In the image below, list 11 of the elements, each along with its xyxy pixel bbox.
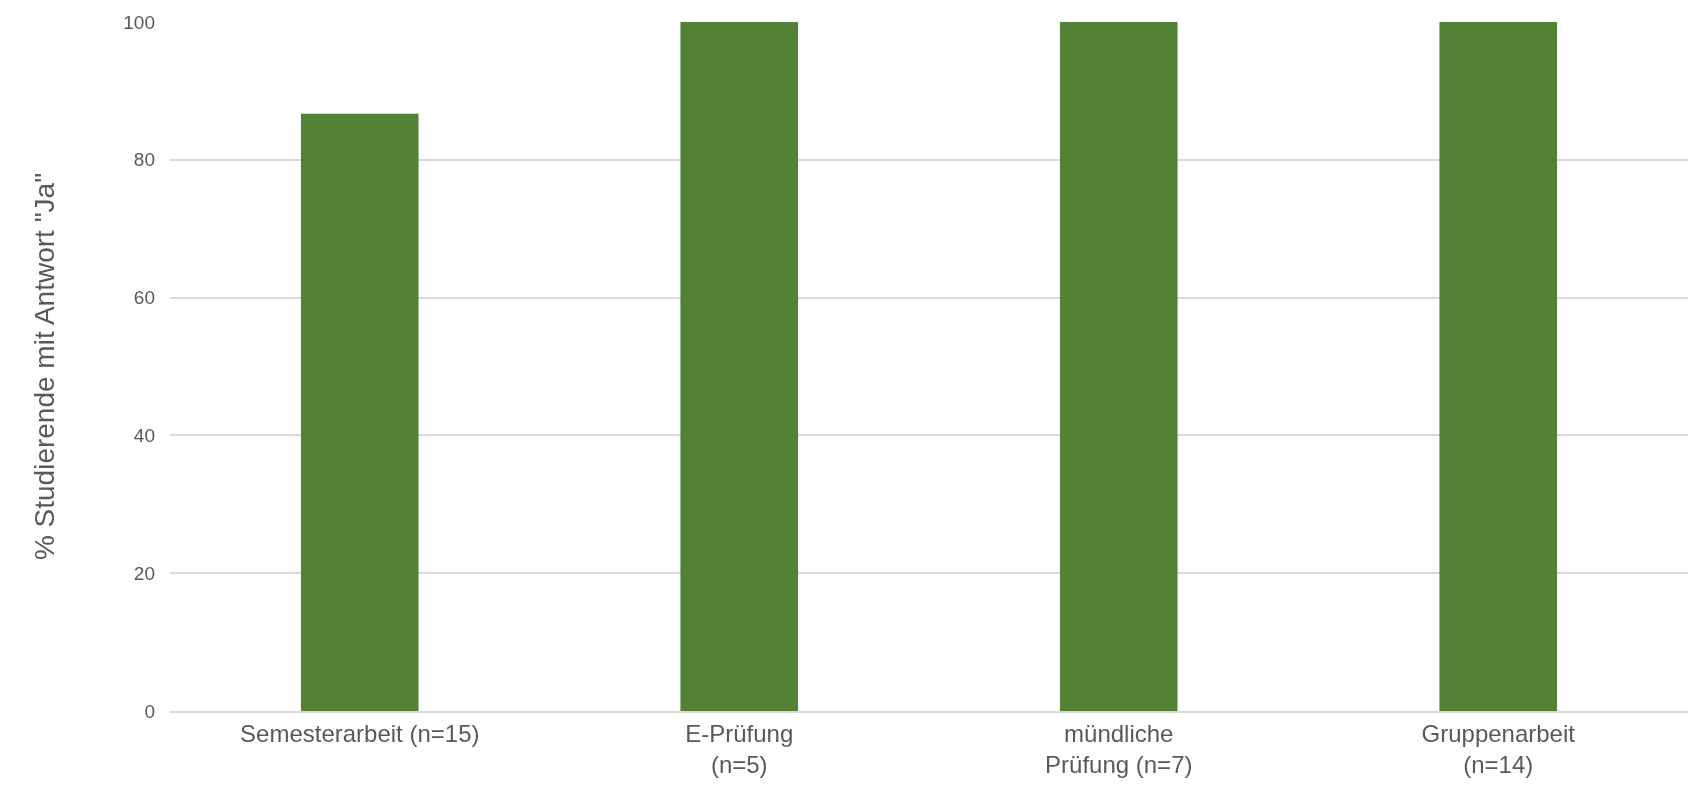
y-tick-label: 20 [133, 562, 155, 584]
x-tick-label: Semesterarbeit (n=15) [240, 719, 480, 747]
x-tick-label: E-Prüfung (n=5) [685, 719, 794, 778]
x-tick-label: mündliche Prüfung (n=7) [1045, 719, 1193, 778]
y-tick-label: 60 [133, 287, 155, 309]
y-tick-label: 100 [123, 11, 155, 33]
y-tick-label: 80 [133, 149, 155, 171]
y-tick-label: 0 [144, 700, 155, 722]
y-tick-label: 40 [133, 425, 155, 447]
y-axis-title: % Studierende mit Antwort "Ja" [29, 172, 60, 561]
x-tick-label: Gruppenarbeit (n=14) [1421, 719, 1576, 778]
